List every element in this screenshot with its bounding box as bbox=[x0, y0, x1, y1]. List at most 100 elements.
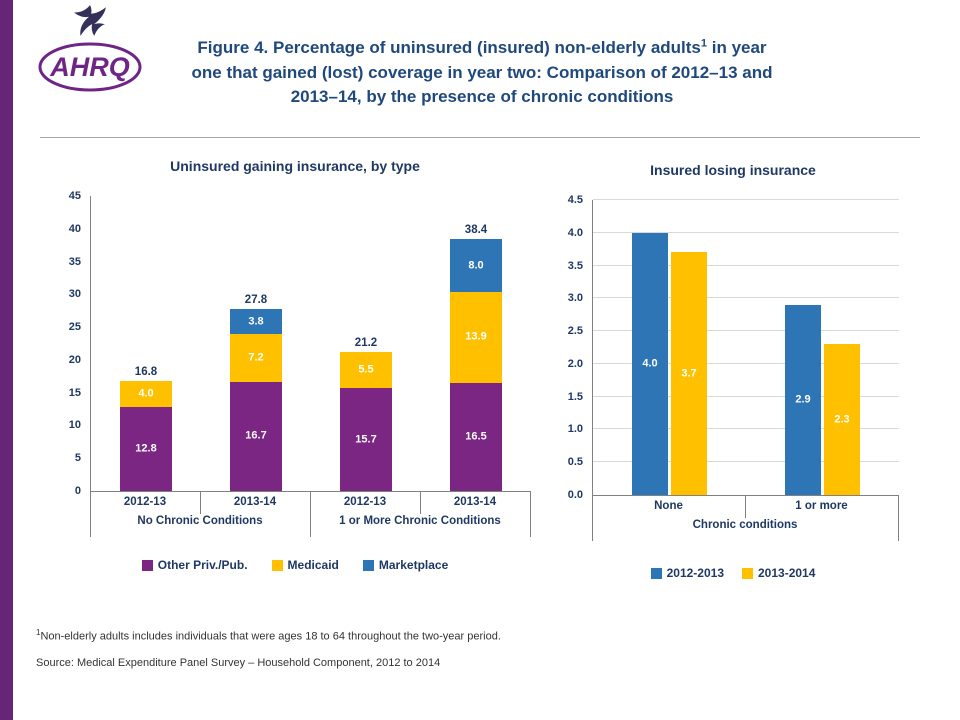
bar-segment-medicaid: 7.2 bbox=[230, 334, 282, 382]
y-axis-tick-label: 20 bbox=[68, 353, 81, 366]
bar-2013-2014: 3.7 bbox=[671, 252, 707, 495]
y-axis-tick-label: 1.5 bbox=[567, 390, 583, 403]
stacked-bar: 16.7 7.2 3.8 bbox=[230, 309, 282, 491]
x-axis-group-label: 1 or More Chronic Conditions bbox=[339, 515, 501, 527]
x-axis-title-row: Chronic conditions bbox=[592, 514, 898, 533]
gridline bbox=[593, 362, 899, 364]
legend-swatch-medicaid bbox=[271, 559, 283, 571]
x-axis-category-row: None 1 or more bbox=[592, 495, 898, 514]
x-axis-category-label: None bbox=[654, 500, 683, 512]
x-axis-group-row: No Chronic Conditions 1 or More Chronic C… bbox=[90, 510, 530, 529]
bar-value-label: 8.0 bbox=[468, 259, 484, 272]
stacked-bar: 12.8 4.0 bbox=[120, 380, 172, 491]
y-axis-tick-label: 0.0 bbox=[567, 489, 583, 501]
axis-separator-line bbox=[90, 491, 91, 537]
gridline bbox=[593, 428, 899, 430]
x-axis-title: Chronic conditions bbox=[692, 519, 798, 531]
x-axis-category-label: 2012-13 bbox=[123, 496, 167, 508]
bar-value-label: 13.9 bbox=[465, 330, 487, 343]
legend-label: Medicaid bbox=[287, 558, 339, 572]
y-axis-tick-label: 10 bbox=[68, 419, 81, 432]
gridline bbox=[593, 461, 899, 463]
legend-label: 2012-2013 bbox=[666, 566, 724, 580]
right-chart-title: Insured losing insurance bbox=[650, 162, 816, 178]
ahrq-swoosh-icon bbox=[38, 42, 142, 92]
axis-separator-line bbox=[898, 495, 899, 541]
right-chart-body: 0.0 0.5 1.0 1.5 2.0 2.5 3.0 3.5 4.0 4.5 4.0 2.9 3.7… bbox=[552, 190, 914, 542]
bar-segment-medicaid: 5.5 bbox=[340, 352, 392, 389]
chart-uninsured-gaining: Uninsured gaining insurance, by type 0 5 1… bbox=[56, 158, 534, 572]
footnote-superscript: 1 bbox=[36, 628, 41, 637]
axis-separator-line bbox=[530, 491, 531, 537]
y-axis-tick-label: 1.0 bbox=[567, 423, 583, 436]
ahrq-logo: AHRQ bbox=[34, 4, 146, 126]
bar-segment-other-priv-pub: 16.7 bbox=[230, 381, 282, 491]
axis-separator-line bbox=[592, 495, 593, 541]
bar-value-label: 4.0 bbox=[642, 357, 658, 370]
legend-swatch-2012-2013 bbox=[650, 567, 662, 579]
y-axis-tick-label: 25 bbox=[68, 321, 81, 334]
bar-value-label: 12.8 bbox=[135, 442, 157, 455]
y-axis-tick-label: 30 bbox=[68, 288, 81, 301]
right-legend: 2012-2013 2013-2014 bbox=[552, 566, 914, 580]
y-axis-tick-label: 5 bbox=[74, 452, 81, 465]
legend-label: 2013-2014 bbox=[758, 566, 816, 580]
x-axis-category-label: 2013-14 bbox=[233, 496, 277, 508]
bar-segment-medicaid: 4.0 bbox=[120, 380, 172, 408]
y-axis-tick-label: 3.0 bbox=[567, 292, 583, 305]
left-edge-stripe bbox=[0, 0, 13, 720]
axis-separator-line bbox=[310, 491, 311, 537]
legend-item: 2013-2014 bbox=[742, 566, 815, 580]
bar-segment-other-priv-pub: 12.8 bbox=[120, 407, 172, 491]
left-y-axis: 0 5 10 15 20 25 30 35 40 45 bbox=[56, 190, 86, 497]
figure-title-text-2: in year one that gained (lost) coverage … bbox=[191, 38, 773, 107]
footnote-text: Non-elderly adults includes individuals … bbox=[40, 630, 501, 643]
y-axis-tick-label: 4.5 bbox=[567, 194, 583, 206]
bar-2013-2014: 2.3 bbox=[824, 344, 860, 495]
ahrq-wordmark: AHRQ bbox=[37, 40, 143, 94]
hhs-eagle-icon bbox=[74, 5, 106, 36]
bar-value-label: 3.8 bbox=[248, 315, 264, 328]
right-y-axis: 0.0 0.5 1.0 1.5 2.0 2.5 3.0 3.5 4.0 4.5 bbox=[552, 194, 588, 501]
bar-total-label: 16.8 bbox=[134, 365, 158, 378]
left-legend: Other Priv./Pub. Medicaid Marketplace bbox=[56, 558, 534, 572]
right-plot-area: 4.0 2.9 3.7 2.3 bbox=[592, 199, 899, 496]
x-axis-category-label: 1 or more bbox=[795, 500, 848, 512]
bar-value-label: 2.3 bbox=[834, 413, 850, 426]
stacked-bar: 15.7 5.5 bbox=[340, 352, 392, 491]
left-x-axis: 2012-13 2013-14 2012-13 2013-14 No Chronic C… bbox=[90, 491, 531, 537]
gridline bbox=[593, 330, 899, 332]
x-axis-group-label: No Chronic Conditions bbox=[137, 515, 263, 527]
bar-value-label: 16.7 bbox=[245, 429, 267, 442]
legend-item: Medicaid bbox=[271, 558, 339, 572]
left-plot-area: 12.8 4.0 16.8 16.7 7.2 3.8 27.8 15.7 5.5 21.2 16.5… bbox=[90, 196, 531, 492]
y-axis-tick-label: 45 bbox=[68, 190, 81, 202]
y-axis-tick-label: 40 bbox=[68, 222, 81, 235]
y-axis-tick-label: 0.5 bbox=[567, 456, 583, 469]
bar-value-label: 7.2 bbox=[248, 351, 264, 364]
footnote: 1Non-elderly adults includes individuals… bbox=[36, 628, 501, 643]
axis-separator-line bbox=[745, 495, 746, 518]
y-axis-tick-label: 2.0 bbox=[567, 357, 583, 370]
figure-title: Figure 4. Percentage of uninsured (insur… bbox=[190, 36, 774, 110]
legend-swatch-other-priv-pub bbox=[141, 559, 153, 571]
legend-item: Other Priv./Pub. bbox=[141, 558, 248, 572]
bar-value-label: 4.0 bbox=[138, 387, 154, 400]
y-axis-tick-label: 4.0 bbox=[567, 226, 583, 239]
left-chart-body: 0 5 10 15 20 25 30 35 40 45 12.8 4.0 16.8 16.7 7.2 3.8… bbox=[56, 186, 534, 538]
gridline bbox=[593, 297, 899, 299]
bar-2012-2013: 2.9 bbox=[785, 304, 821, 495]
bar-value-label: 5.5 bbox=[358, 363, 374, 376]
bar-segment-marketplace: 8.0 bbox=[450, 239, 502, 292]
y-axis-tick-label: 0 bbox=[74, 485, 81, 497]
x-axis-category-row: 2012-13 2013-14 2012-13 2013-14 bbox=[90, 491, 530, 510]
legend-item: Marketplace bbox=[362, 558, 448, 572]
y-axis-tick-label: 35 bbox=[68, 255, 81, 268]
ahrq-logo-text: AHRQ bbox=[50, 52, 130, 82]
y-axis-tick-label: 15 bbox=[68, 386, 81, 399]
header-divider bbox=[40, 137, 920, 138]
left-chart-title: Uninsured gaining insurance, by type bbox=[170, 158, 420, 174]
bar-value-label: 16.5 bbox=[465, 430, 487, 443]
chart-insured-losing: Insured losing insurance 0.0 0.5 1.0 1.5 2.0… bbox=[552, 162, 914, 580]
bar-2012-2013: 4.0 bbox=[632, 232, 668, 495]
